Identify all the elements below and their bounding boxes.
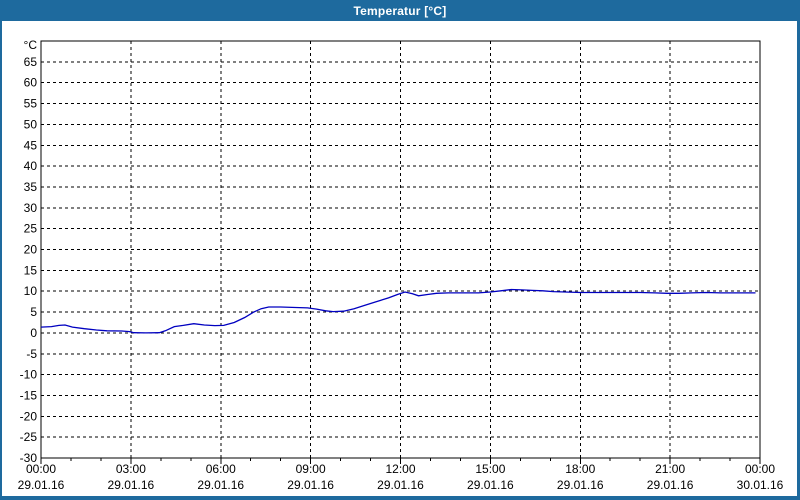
svg-text:18:00: 18:00 <box>565 462 595 476</box>
svg-text:-25: -25 <box>20 430 38 444</box>
svg-text:35: 35 <box>24 180 38 194</box>
svg-text:65: 65 <box>24 55 38 69</box>
svg-text:00:00: 00:00 <box>26 462 56 476</box>
svg-text:55: 55 <box>24 97 38 111</box>
svg-text:15:00: 15:00 <box>475 462 505 476</box>
svg-text:-30: -30 <box>20 451 38 465</box>
svg-text:5: 5 <box>30 305 37 319</box>
svg-text:25: 25 <box>24 222 38 236</box>
temperature-chart: 65605550454035302520151050-5-10-15-20-25… <box>18 38 784 492</box>
svg-text:30: 30 <box>24 201 38 215</box>
svg-text:29.01.16: 29.01.16 <box>647 478 694 492</box>
svg-text:40: 40 <box>24 159 38 173</box>
svg-text:29.01.16: 29.01.16 <box>18 478 65 492</box>
svg-text:00:00: 00:00 <box>745 462 775 476</box>
chart-content-area: 65 60 55 50 45 40 35 30 25 20 15 10 5 0 -5 -10 -15 -20 -25… <box>2 21 797 496</box>
svg-text:03:00: 03:00 <box>116 462 146 476</box>
svg-text:45: 45 <box>24 138 38 152</box>
svg-text:°C: °C <box>24 38 38 52</box>
svg-text:21:00: 21:00 <box>655 462 685 476</box>
svg-text:-5: -5 <box>26 347 37 361</box>
svg-text:29.01.16: 29.01.16 <box>557 478 604 492</box>
window-title: Temperatur [°C] <box>353 3 447 18</box>
svg-text:09:00: 09:00 <box>296 462 326 476</box>
svg-text:50: 50 <box>24 117 38 131</box>
svg-text:06:00: 06:00 <box>206 462 236 476</box>
svg-text:-10: -10 <box>20 368 38 382</box>
svg-text:60: 60 <box>24 76 38 90</box>
svg-text:29.01.16: 29.01.16 <box>108 478 155 492</box>
svg-text:29.01.16: 29.01.16 <box>467 478 514 492</box>
svg-text:12:00: 12:00 <box>385 462 415 476</box>
svg-text:29.01.16: 29.01.16 <box>377 478 424 492</box>
svg-text:20: 20 <box>24 243 38 257</box>
svg-text:15: 15 <box>24 263 38 277</box>
svg-text:29.01.16: 29.01.16 <box>197 478 244 492</box>
svg-text:30.01.16: 30.01.16 <box>737 478 784 492</box>
window-titlebar[interactable]: Temperatur [°C] <box>0 0 800 21</box>
svg-text:29.01.16: 29.01.16 <box>287 478 334 492</box>
svg-text:10: 10 <box>24 284 38 298</box>
svg-text:0: 0 <box>30 326 37 340</box>
svg-text:-15: -15 <box>20 388 38 402</box>
svg-text:-20: -20 <box>20 409 38 423</box>
